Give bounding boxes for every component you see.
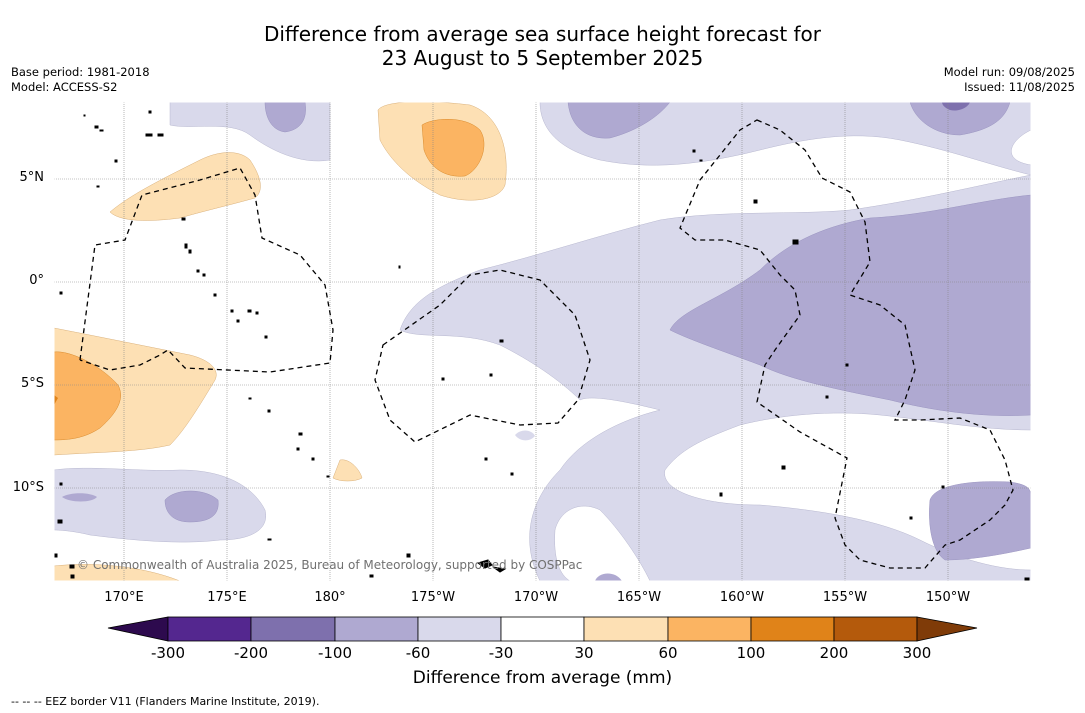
colorbar-tick-pos30: 30: [574, 644, 594, 662]
anomaly-region-neg30-small: [515, 430, 535, 441]
lat-label-10s: 10°S: [12, 480, 44, 495]
lon-label-170e: 170°E: [104, 590, 144, 605]
colorbar-tick-neg30: -30: [488, 644, 514, 662]
anomaly-region-neg60-north: [567, 102, 671, 139]
map-frame: [53, 101, 1032, 582]
anomaly-region-neg60-ne: [909, 102, 1011, 136]
colorbar-bin-pos100: [750, 616, 835, 642]
eez-border-tuvalu-kiribati: [79, 167, 334, 373]
meta-right: Model run: 09/08/2025 Issued: 11/08/2025: [944, 65, 1075, 95]
colorbar-bin-neg30: [500, 616, 585, 642]
lon-label-170w: 170°W: [513, 590, 559, 605]
colorbar-bin-neg100: [334, 616, 419, 642]
colorbar-tick-neg100: -100: [317, 644, 353, 662]
island-samoa-2: [492, 566, 507, 573]
lon-label-155w: 155°W: [822, 590, 868, 605]
lat-label-0: 0°: [29, 273, 44, 288]
anomaly-region-neg60-sw2: [62, 493, 97, 502]
colorbar: [107, 616, 978, 642]
colorbar-tick-neg300: -300: [150, 644, 186, 662]
colorbar-tick-neg60: -60: [405, 644, 431, 662]
lat-label-5s: 5°S: [20, 376, 44, 391]
anomaly-region-neg60-sw: [164, 490, 219, 523]
anomaly-region-neg30-sw: [54, 467, 267, 543]
island-samoa: [476, 559, 493, 569]
title-line-2: 23 August to 5 September 2025: [381, 46, 704, 70]
anomaly-region-neg100-ne: [942, 102, 970, 111]
lon-label-165w: 165°W: [616, 590, 662, 605]
colorbar-extend-high: [916, 616, 978, 642]
anomaly-region-neg60-se: [929, 481, 1031, 561]
anomaly-region-neg60-s: [595, 573, 622, 581]
anomaly-region-pos100-w: [54, 395, 58, 405]
base-period: Base period: 1981-2018: [11, 65, 150, 79]
anomaly-region-pos30-s: [332, 459, 363, 482]
colorbar-bin-neg60: [417, 616, 502, 642]
attribution-text: © Commonwealth of Australia 2025, Bureau…: [77, 558, 583, 572]
colorbar-tick-neg200: -200: [233, 644, 269, 662]
colorbar-bin-pos60: [667, 616, 752, 642]
map-panel: [54, 102, 1031, 581]
colorbar-bin-neg200: [250, 616, 336, 642]
anomaly-region-pos60-north: [421, 119, 485, 177]
colorbar-tick-pos300: 300: [902, 644, 932, 662]
lat-label-5n: 5°N: [19, 170, 45, 185]
islands: [54, 110, 1030, 581]
eez-footnote: -- -- -- EEZ border V11 (Flanders Marine…: [11, 695, 320, 708]
model-run: Model run: 09/08/2025: [943, 65, 1075, 79]
eez-borders: [79, 119, 1014, 569]
colorbar-tick-pos100: 100: [736, 644, 766, 662]
chart-title: Difference from average sea surface heig…: [0, 22, 1085, 70]
colorbar-extend-low: [107, 616, 169, 642]
colorbar-tick-pos200: 200: [819, 644, 849, 662]
lon-label-175w: 175°W: [410, 590, 456, 605]
anomaly-region-neg60-nw: [264, 102, 306, 133]
anomaly-region-pos30-nw: [109, 152, 261, 221]
lon-label-150w: 150°W: [925, 590, 971, 605]
colorbar-bin-pos30: [583, 616, 669, 642]
model-name: Model: ACCESS-S2: [11, 80, 118, 94]
colorbar-bin-neg300: [167, 616, 252, 642]
colorbar-title: Difference from average (mm): [412, 668, 673, 688]
colorbar-tick-pos60: 60: [658, 644, 678, 662]
lon-label-160w: 160°W: [719, 590, 765, 605]
colorbar-bin-pos200: [833, 616, 918, 642]
lon-label-180: 180°: [314, 590, 346, 605]
lat-gridlines: [54, 178, 1031, 489]
meta-left: Base period: 1981-2018 Model: ACCESS-S2: [11, 65, 150, 95]
eez-border-line-islands: [679, 119, 1014, 569]
eez-border-phoenix: [374, 269, 591, 443]
anomaly-region-neg30-north: [539, 102, 1031, 176]
issued-date: Issued: 11/08/2025: [964, 80, 1075, 94]
lon-label-175e: 175°E: [207, 590, 247, 605]
anomaly-region-pos60-w: [54, 351, 121, 441]
title-line-1: Difference from average sea surface heig…: [263, 22, 822, 46]
